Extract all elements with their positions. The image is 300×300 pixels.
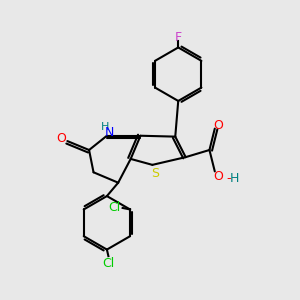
Text: Cl: Cl <box>109 201 121 214</box>
Text: N: N <box>105 126 114 139</box>
Text: F: F <box>175 31 182 44</box>
Text: Cl: Cl <box>102 257 115 270</box>
Text: H: H <box>101 122 110 132</box>
Text: S: S <box>151 167 159 180</box>
Text: O: O <box>56 132 66 145</box>
Text: O: O <box>213 170 223 183</box>
Text: H: H <box>230 172 239 185</box>
Text: -: - <box>227 172 231 185</box>
Text: O: O <box>213 118 223 131</box>
